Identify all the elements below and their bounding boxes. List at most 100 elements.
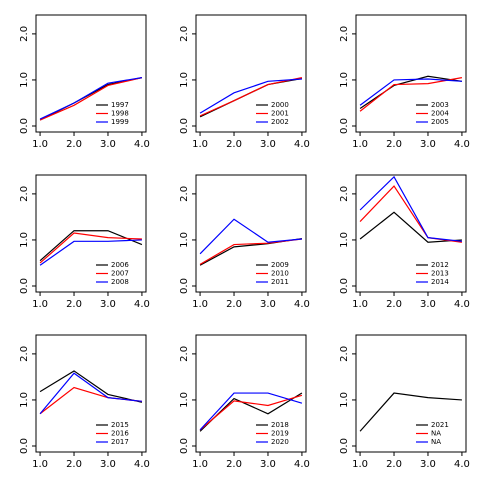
legend-label: 2000 [271, 101, 289, 109]
y-tick-label: 2.0 [19, 186, 30, 202]
y-tick-label: 2.0 [179, 186, 190, 202]
legend-label: 2008 [111, 278, 129, 286]
legend-label: 2006 [111, 261, 129, 269]
y-tick-label: 0.0 [339, 438, 350, 454]
legend-label: 2004 [431, 110, 449, 118]
y-tick-label: 2.0 [179, 346, 190, 362]
series-line [359, 175, 462, 242]
x-tick-label: 1.0 [352, 459, 368, 470]
y-tick-label: 0.0 [339, 278, 350, 294]
y-tick-label: 2.0 [19, 346, 30, 362]
x-tick-label: 2.0 [386, 139, 402, 150]
x-tick-label: 4.0 [134, 139, 150, 150]
x-tick-label: 3.0 [260, 459, 276, 470]
x-tick-label: 4.0 [454, 139, 470, 150]
x-tick-label: 1.0 [192, 139, 208, 150]
series-line [199, 392, 303, 431]
series-line [199, 77, 303, 117]
y-tick-label: 1.0 [179, 72, 190, 88]
legend-label: 2013 [431, 270, 449, 278]
y-tick-label: 1.0 [19, 72, 30, 88]
y-tick-label: 2.0 [339, 346, 350, 362]
legend-label: 2020 [271, 438, 289, 446]
legend-label: 2012 [431, 261, 449, 269]
series-line [39, 239, 142, 266]
series-line [39, 77, 143, 120]
legend-label: 2010 [271, 270, 289, 278]
series-line [39, 77, 143, 121]
y-tick-label: 0.0 [179, 438, 190, 454]
x-tick-label: 3.0 [100, 139, 116, 150]
x-tick-label: 1.0 [32, 459, 48, 470]
x-tick-label: 3.0 [260, 299, 276, 310]
x-tick-label: 4.0 [294, 139, 310, 150]
plot-frame [35, 14, 147, 133]
y-tick-label: 0.0 [339, 118, 350, 134]
plot-frame [35, 174, 147, 293]
x-tick-label: 4.0 [294, 299, 310, 310]
series-line [39, 370, 143, 403]
y-tick-label: 2.0 [179, 26, 190, 42]
series-line [199, 78, 302, 114]
plot-frame [195, 14, 307, 133]
x-tick-label: 4.0 [134, 299, 150, 310]
series-line [39, 232, 142, 264]
legend-label: 2007 [111, 270, 129, 278]
y-tick-label: 2.0 [19, 26, 30, 42]
series-line [199, 218, 302, 255]
y-tick-label: 1.0 [339, 72, 350, 88]
y-tick-label: 1.0 [339, 392, 350, 408]
series-line [359, 211, 462, 243]
x-tick-label: 3.0 [420, 139, 436, 150]
legend-label: 2021 [431, 421, 449, 429]
plot-frame [195, 334, 307, 453]
legend-label: 1997 [111, 101, 129, 109]
x-tick-label: 2.0 [386, 299, 402, 310]
legend-label: 2001 [271, 110, 289, 118]
x-tick-label: 4.0 [294, 459, 310, 470]
legend-label: 2019 [271, 430, 289, 438]
legend-label: 2002 [271, 118, 289, 126]
plot-frame [35, 334, 147, 453]
legend-label: 2014 [431, 278, 449, 286]
legend-label: 1999 [111, 118, 129, 126]
y-tick-label: 1.0 [179, 392, 190, 408]
x-tick-label: 1.0 [192, 299, 208, 310]
y-tick-label: 0.0 [19, 438, 30, 454]
x-tick-label: 4.0 [454, 299, 470, 310]
legend-label: 2015 [111, 421, 129, 429]
y-tick-label: 1.0 [19, 392, 30, 408]
legend-label: 2017 [111, 438, 129, 446]
legend-label: NA [431, 430, 441, 438]
x-tick-label: 1.0 [192, 459, 208, 470]
legend-label: 2003 [431, 101, 449, 109]
y-tick-label: 0.0 [19, 278, 30, 294]
legend-label: 2018 [271, 421, 289, 429]
series-line [359, 392, 462, 432]
legend-label: 2005 [431, 118, 449, 126]
series-line [359, 75, 463, 110]
x-tick-label: 2.0 [226, 139, 242, 150]
x-tick-label: 4.0 [454, 459, 470, 470]
y-tick-label: 2.0 [339, 26, 350, 42]
plot-frame [355, 334, 467, 453]
y-tick-label: 1.0 [19, 232, 30, 248]
series-line [39, 372, 142, 415]
series-line [199, 394, 303, 431]
legend-label: 1998 [111, 110, 129, 118]
y-tick-label: 1.0 [339, 232, 350, 248]
y-tick-label: 2.0 [339, 186, 350, 202]
x-tick-label: 2.0 [66, 299, 82, 310]
x-tick-label: 1.0 [352, 139, 368, 150]
x-tick-label: 3.0 [420, 459, 436, 470]
x-tick-label: 4.0 [134, 459, 150, 470]
x-tick-label: 2.0 [66, 459, 82, 470]
x-tick-label: 2.0 [386, 459, 402, 470]
x-tick-label: 1.0 [32, 139, 48, 150]
x-tick-label: 3.0 [420, 299, 436, 310]
x-tick-label: 3.0 [100, 299, 116, 310]
x-tick-label: 2.0 [226, 459, 242, 470]
x-tick-label: 1.0 [32, 299, 48, 310]
y-tick-label: 0.0 [179, 278, 190, 294]
